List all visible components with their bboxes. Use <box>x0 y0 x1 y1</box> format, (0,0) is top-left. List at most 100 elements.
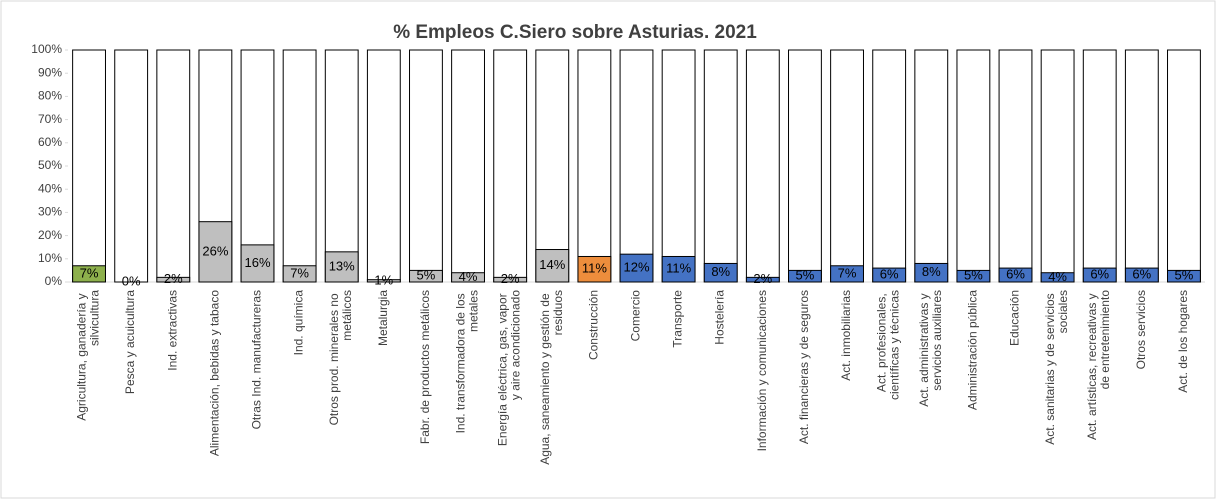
x-tick-label: Metalurgia <box>376 290 390 346</box>
value-label: 8% <box>922 264 941 279</box>
bar <box>72 265 106 283</box>
x-tick-label: Otros prod. minerales no metálicos <box>327 290 354 425</box>
x-tick-label: Construcción <box>587 290 601 360</box>
x-tick-label: Hostelería <box>713 290 727 345</box>
bar <box>914 262 949 283</box>
bar <box>1167 269 1201 283</box>
x-tick-label: Transporte <box>671 290 685 348</box>
bar <box>998 267 1033 283</box>
bar <box>872 267 907 283</box>
y-tick-label: 100% <box>31 42 62 56</box>
bar-frame <box>1082 49 1117 283</box>
bar-frame <box>451 49 485 283</box>
x-tick-label: Act. artísticas, recreativas y de entret… <box>1085 290 1112 440</box>
value-label: 6% <box>1006 266 1025 281</box>
value-label: 4% <box>459 269 478 284</box>
bar-frame <box>745 49 780 283</box>
value-label: 1% <box>374 272 393 287</box>
bar-frame <box>830 49 864 283</box>
bar <box>1040 272 1075 283</box>
bar-frame <box>703 49 738 283</box>
bar-frame <box>240 49 275 283</box>
bar-frame <box>956 49 991 283</box>
y-tick-label: 90% <box>38 65 62 79</box>
bar <box>661 255 696 283</box>
x-tick-label: Act. administrativas y servicios auxilia… <box>917 290 944 407</box>
value-label: 5% <box>796 268 815 283</box>
bar <box>451 272 485 283</box>
x-tick-label: Agricultura, ganadería y silvicultura <box>75 290 102 421</box>
chart-title: % Empleos C.Siero sobre Asturias. 2021 <box>393 22 757 43</box>
value-label: 4% <box>1048 269 1067 284</box>
bar-frame <box>324 49 359 283</box>
bar-frame <box>661 49 696 283</box>
bar <box>745 276 780 283</box>
value-label: 2% <box>753 271 772 286</box>
x-tick-label: Act. de los hogares <box>1176 290 1190 393</box>
value-label: 11% <box>666 261 691 276</box>
value-label: 5% <box>1175 268 1194 283</box>
bar <box>409 269 443 283</box>
bar <box>577 255 612 283</box>
bar-frame <box>156 49 191 283</box>
x-tick-label: Agua, saneamiento y gestión de residuos <box>538 290 565 465</box>
y-tick-label: 20% <box>38 228 62 242</box>
x-tick-label: Ind. química <box>292 290 306 356</box>
value-label: 2% <box>501 271 520 286</box>
bar-frame <box>1167 49 1201 283</box>
bar <box>366 279 401 283</box>
bar-frame <box>1124 49 1159 283</box>
x-tick-label: Act. profesionales, científicas y técnic… <box>875 290 902 400</box>
bar-frame <box>366 49 401 283</box>
x-tick-label: Alimentación, bebidas y tabaco <box>208 290 222 456</box>
bar-frame <box>114 49 149 283</box>
bar-frame <box>409 49 443 283</box>
x-tick-label: Otros servicios <box>1134 290 1148 369</box>
x-tick-label: Fabr. de productos metálicos <box>418 290 432 444</box>
value-label: 12% <box>623 260 649 275</box>
bar <box>1124 267 1159 283</box>
bar-frame <box>282 49 317 283</box>
y-tick-label: 10% <box>38 251 62 265</box>
value-label: 0% <box>122 273 141 288</box>
value-label: 2% <box>164 271 183 286</box>
x-tick-label: Administración pública <box>966 290 980 410</box>
x-tick-label: Pesca y acuicultura <box>123 290 137 394</box>
bar <box>324 251 359 283</box>
value-label: 7% <box>290 265 309 280</box>
y-tick-label: 40% <box>38 181 62 195</box>
bar-frame <box>619 49 654 283</box>
bar-frame <box>577 49 612 283</box>
value-label: 6% <box>880 266 899 281</box>
bar <box>156 276 191 283</box>
bar-frame <box>493 49 528 283</box>
x-tick-label: Ind. extractivas <box>165 290 179 371</box>
x-tick-label: Otras Ind. manufactureras <box>250 290 264 429</box>
bar <box>282 265 317 283</box>
bar <box>788 269 822 283</box>
value-label: 5% <box>417 268 436 283</box>
bar <box>619 253 654 283</box>
value-label: 7% <box>838 265 857 280</box>
x-tick-label: Act. financieras y de seguros <box>797 290 811 444</box>
y-tick-label: 50% <box>38 158 62 172</box>
value-label: 11% <box>582 261 607 276</box>
bar-frame <box>72 49 106 283</box>
bar <box>198 221 233 283</box>
x-tick-label: Act. inmobiliarias <box>839 290 853 381</box>
bar <box>1082 267 1117 283</box>
y-tick-label: 60% <box>38 135 62 149</box>
y-tick-label: 0% <box>45 274 63 288</box>
y-tick-label: 80% <box>38 89 62 103</box>
x-tick-label: Ind. transformadora de los metales <box>454 290 481 433</box>
x-tick-label: Energía eléctrica, gas, vapor y aire aco… <box>496 290 523 446</box>
value-label: 13% <box>329 258 355 273</box>
value-label: 8% <box>711 264 730 279</box>
bar <box>830 265 864 283</box>
bar <box>703 262 738 283</box>
value-label: 7% <box>80 265 99 280</box>
x-tick-label: Comercio <box>629 290 643 342</box>
bar <box>493 276 528 283</box>
x-tick-label: Información y comunicaciones <box>755 290 769 451</box>
